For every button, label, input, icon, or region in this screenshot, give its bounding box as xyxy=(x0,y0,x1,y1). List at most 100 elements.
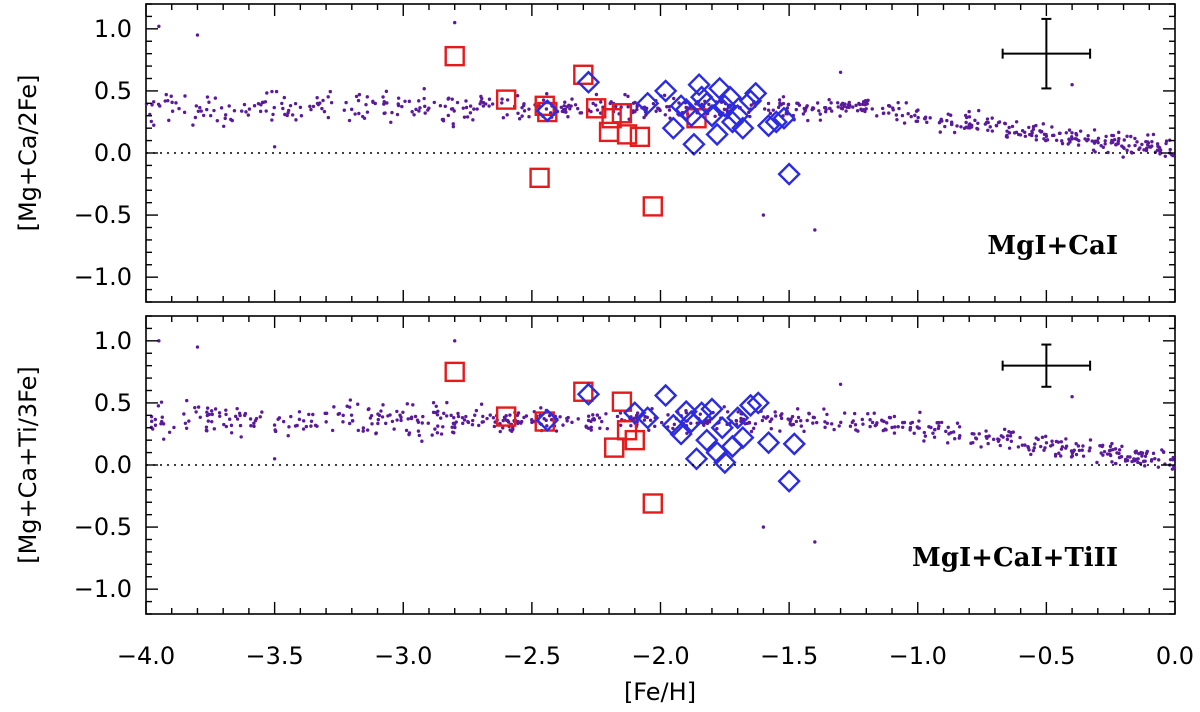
field-star-dot xyxy=(563,107,568,112)
field-star-dot xyxy=(229,117,233,122)
diamond-marker xyxy=(720,110,745,134)
field-star-dot xyxy=(922,439,926,443)
field-star-dot xyxy=(341,413,345,418)
field-star-dot xyxy=(287,425,291,429)
field-star-dot xyxy=(508,413,512,417)
field-star-dot xyxy=(289,414,293,419)
field-star-dot xyxy=(811,415,816,420)
field-star-dot xyxy=(227,417,232,421)
field-star-dot xyxy=(1007,446,1012,450)
field-star-dot xyxy=(917,419,921,423)
field-star-dot xyxy=(219,106,224,110)
field-star-dot xyxy=(1158,152,1162,156)
field-star-dot xyxy=(985,117,990,121)
field-star-dot xyxy=(431,401,436,405)
square-marker xyxy=(642,493,663,514)
field-star-dot xyxy=(893,425,897,429)
field-star-dot xyxy=(313,423,318,428)
field-star-dot xyxy=(1086,134,1090,138)
field-star-dot xyxy=(504,414,508,418)
field-star-dot xyxy=(400,104,404,109)
field-star-dot xyxy=(1155,142,1160,146)
field-star-dot xyxy=(172,425,176,430)
field-star-dot xyxy=(500,101,504,105)
field-star-dot xyxy=(559,105,564,109)
field-star-dot xyxy=(447,96,451,100)
field-star-dot xyxy=(206,419,210,423)
field-star-dot xyxy=(423,111,427,115)
field-star-dot xyxy=(224,424,229,429)
field-star-dot xyxy=(839,103,844,107)
field-star-dot xyxy=(952,130,957,135)
field-star-dot xyxy=(487,97,492,101)
field-star-dot xyxy=(906,112,910,116)
field-star-dot xyxy=(149,119,154,124)
field-star-dot xyxy=(379,409,383,413)
field-star-dot xyxy=(1056,440,1061,444)
field-star-dot xyxy=(324,411,329,416)
field-star-dot xyxy=(348,405,352,409)
field-star-dot xyxy=(293,101,298,106)
field-star-dot xyxy=(633,100,637,105)
field-star-dot xyxy=(368,416,373,420)
diamond-marker xyxy=(738,393,763,418)
field-star-dot xyxy=(1039,444,1043,449)
field-star-dot xyxy=(1003,121,1008,126)
field-star-dot xyxy=(478,102,482,106)
field-star-dot xyxy=(743,422,747,426)
field-star-dot xyxy=(286,111,290,115)
field-star-dot xyxy=(994,123,999,128)
field-star-dot xyxy=(1136,460,1140,465)
field-star-dot xyxy=(654,109,658,113)
x-tick-label: −0.5 xyxy=(1017,642,1075,670)
field-star-dot xyxy=(395,112,400,117)
field-star-dot xyxy=(794,107,798,112)
diamond-marker xyxy=(772,106,796,130)
field-star-dot xyxy=(185,398,189,403)
diamond-marker xyxy=(687,73,711,97)
field-star-dot xyxy=(1064,131,1068,135)
field-star-dot xyxy=(1091,148,1096,152)
field-star-dot xyxy=(818,112,822,116)
field-star-dot xyxy=(626,105,630,109)
panel-top-y-tick-label: 0.0 xyxy=(94,139,132,167)
field-star-dot xyxy=(1023,134,1028,138)
field-star-dot xyxy=(527,107,531,111)
field-star-dot xyxy=(344,100,348,105)
field-star-dot xyxy=(410,110,414,114)
field-star-dot xyxy=(967,115,972,119)
field-star-dot xyxy=(170,109,175,113)
field-star-dot xyxy=(183,421,188,425)
field-star-dot xyxy=(1104,134,1108,139)
field-star-dot xyxy=(445,400,449,405)
field-star-dot xyxy=(315,101,320,106)
field-star-dot xyxy=(515,94,520,98)
field-star-dot xyxy=(157,24,161,29)
field-star-dot xyxy=(1078,129,1083,133)
field-star-dot xyxy=(671,426,675,431)
diamond-marker xyxy=(731,116,755,140)
diamond-marker xyxy=(684,447,709,471)
field-star-dot xyxy=(1133,450,1137,454)
field-star-dot xyxy=(722,405,726,409)
field-star-dot xyxy=(928,116,932,120)
field-star-dot xyxy=(586,414,591,418)
field-star-dot xyxy=(817,109,821,113)
field-star-dot xyxy=(252,424,256,429)
field-star-dot xyxy=(851,419,855,423)
field-star-dot xyxy=(283,112,287,117)
field-star-dot xyxy=(1005,434,1010,438)
diamond-marker xyxy=(623,401,647,425)
field-star-dot xyxy=(570,97,574,101)
field-star-dot xyxy=(870,107,874,111)
field-star-dot xyxy=(1005,129,1009,133)
square-marker xyxy=(529,167,550,189)
field-star-dot xyxy=(160,415,164,419)
field-star-dot xyxy=(449,413,453,418)
field-star-dot xyxy=(1125,148,1129,153)
field-star-dot xyxy=(598,426,602,430)
field-star-dot xyxy=(500,97,504,101)
field-star-dot xyxy=(852,411,857,416)
field-star-dot xyxy=(1114,143,1118,147)
field-star-dot xyxy=(1101,453,1105,457)
